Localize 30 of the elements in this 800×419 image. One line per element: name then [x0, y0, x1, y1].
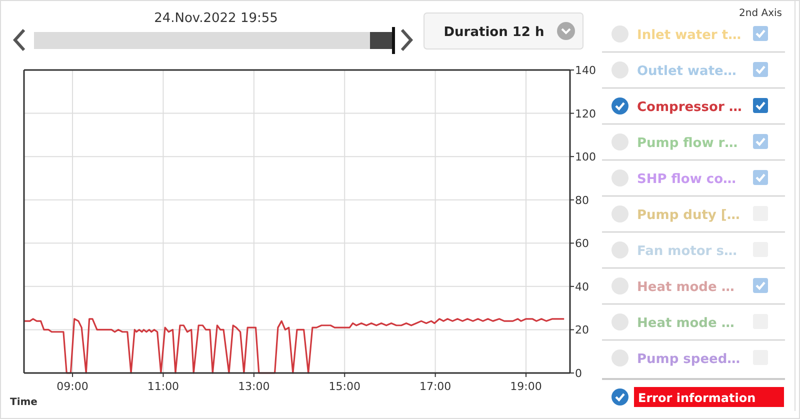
text: Pump speed…	[637, 352, 740, 367]
line-series	[23, 318, 565, 374]
text: 24.Nov.2022 19:55	[154, 11, 278, 26]
y2-tick-label: 20	[575, 324, 589, 337]
x-tick-label: 09:00	[56, 380, 88, 393]
y2-tick-label: 120	[575, 107, 596, 120]
text: 2nd Axis	[739, 8, 782, 19]
text: Pump duty […	[637, 208, 740, 223]
y2-tick-label: 100	[575, 150, 596, 164]
text: Inlet water t…	[637, 28, 742, 43]
x-tick-label: 11:00	[147, 380, 180, 393]
text: SHP flow co…	[637, 172, 736, 187]
y2-tick-label: 80	[575, 194, 589, 207]
text: Heat mode …	[637, 280, 734, 295]
x-tick-label: 17:00	[419, 380, 452, 393]
x-tick-label: 15:00	[328, 380, 360, 393]
text: Heat mode …	[637, 316, 734, 331]
text: Duration 12 h	[444, 25, 544, 40]
y2-tick-label: 40	[575, 280, 589, 294]
x-tick-label: 13:00	[238, 380, 270, 393]
text: Pump flow r…	[637, 136, 738, 151]
text: Outlet wate…	[637, 64, 736, 79]
y2-tick-label: 0	[575, 367, 582, 380]
text: Error information	[638, 391, 756, 405]
y2-tick-label: 60	[575, 237, 589, 250]
x-tick-label: 19:00	[510, 380, 542, 393]
y2-tick-label: 140	[575, 64, 596, 77]
x-axis-title: Time	[10, 397, 38, 408]
text: Fan motor s…	[637, 244, 737, 259]
text: Compressor …	[637, 100, 742, 115]
